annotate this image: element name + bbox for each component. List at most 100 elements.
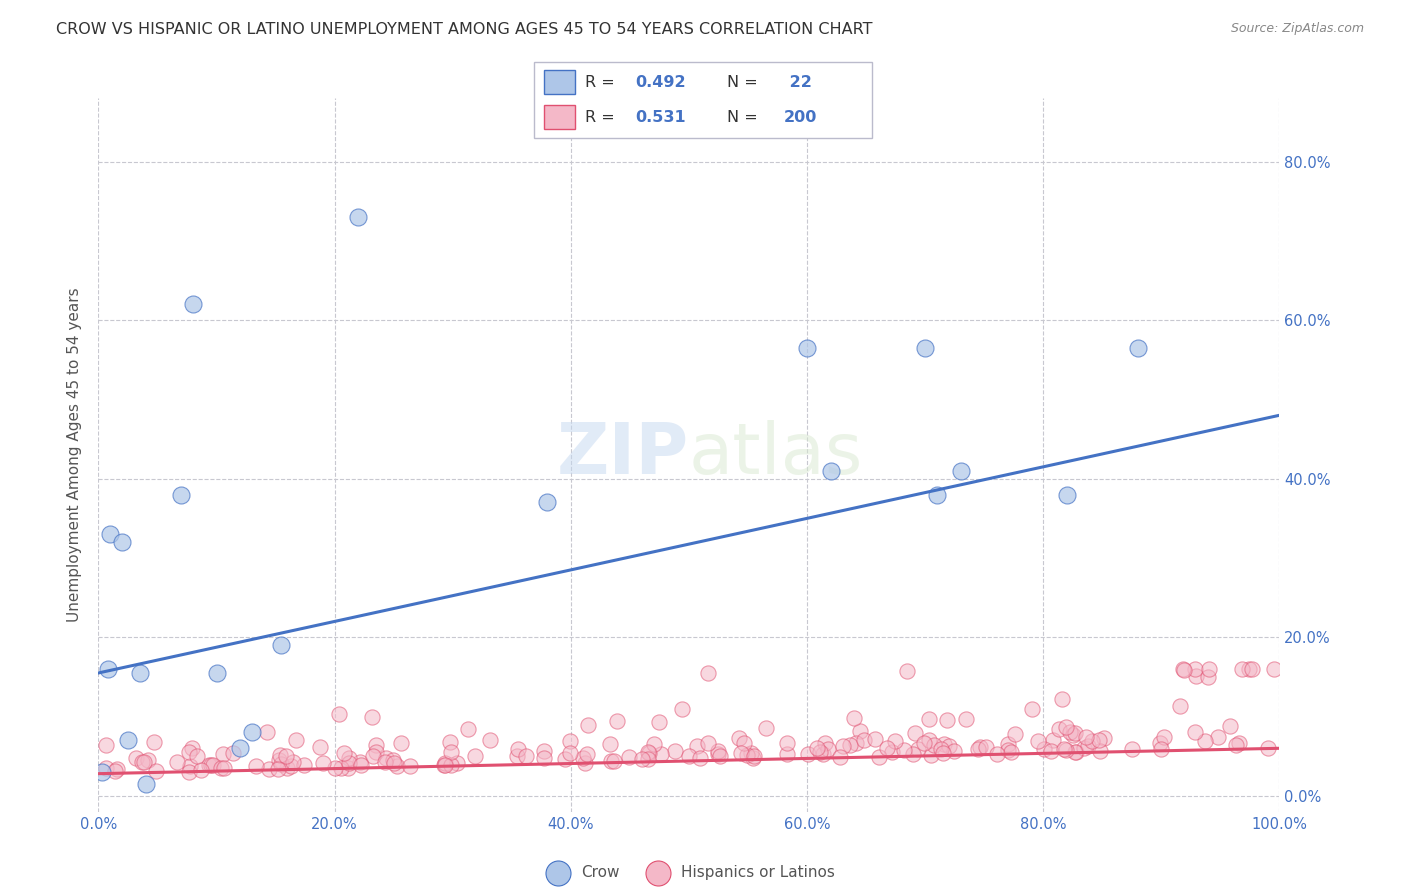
Point: [1194, 734, 1216, 748]
Point: [1004, 727, 1026, 741]
Text: 0.492: 0.492: [636, 75, 686, 90]
Point: [1230, 662, 1253, 676]
Point: [742, 751, 765, 765]
Point: [1197, 670, 1219, 684]
Text: 200: 200: [785, 111, 817, 125]
Point: [222, 747, 245, 761]
Point: [893, 743, 915, 757]
Point: [876, 740, 898, 755]
Point: [1073, 741, 1095, 756]
Point: [98, 527, 121, 541]
Point: [574, 756, 596, 770]
Point: [936, 713, 959, 727]
Point: [186, 749, 208, 764]
Point: [817, 742, 839, 756]
Point: [922, 738, 945, 752]
Point: [603, 755, 626, 769]
Point: [1042, 732, 1064, 747]
Point: [135, 777, 157, 791]
Point: [325, 761, 347, 775]
Point: [179, 759, 201, 773]
Text: Source: ZipAtlas.com: Source: ZipAtlas.com: [1230, 22, 1364, 36]
Point: [914, 341, 936, 355]
Point: [730, 746, 752, 760]
Point: [330, 761, 353, 775]
Point: [1149, 736, 1171, 750]
Point: [554, 752, 576, 766]
Point: [796, 341, 818, 355]
Point: [145, 764, 167, 778]
Point: [903, 726, 925, 740]
Point: [434, 758, 457, 772]
Point: [363, 749, 385, 764]
Point: [664, 744, 686, 758]
Point: [337, 761, 360, 775]
Point: [312, 756, 335, 771]
Point: [755, 721, 778, 735]
Text: ZIP: ZIP: [557, 420, 689, 490]
Point: [1054, 742, 1077, 756]
Point: [671, 702, 693, 716]
Point: [797, 747, 820, 762]
Point: [1052, 691, 1074, 706]
Point: [925, 487, 948, 501]
Point: [918, 732, 941, 747]
Point: [375, 750, 398, 764]
Point: [678, 749, 700, 764]
Text: atlas: atlas: [689, 420, 863, 490]
Point: [201, 757, 224, 772]
Point: [1225, 738, 1247, 752]
Point: [1066, 745, 1088, 759]
Point: [267, 762, 290, 776]
Point: [128, 665, 150, 680]
Point: [1047, 722, 1070, 736]
Point: [399, 758, 422, 772]
Text: 22: 22: [785, 75, 811, 90]
Point: [181, 297, 204, 311]
Point: [1198, 662, 1220, 676]
Point: [1227, 735, 1250, 749]
Point: [814, 736, 837, 750]
Point: [198, 757, 221, 772]
Point: [1257, 741, 1279, 756]
Point: [166, 755, 188, 769]
Point: [269, 753, 291, 767]
Point: [382, 756, 405, 771]
Point: [637, 746, 659, 760]
Point: [1263, 662, 1285, 676]
Point: [637, 752, 659, 766]
Point: [333, 746, 356, 760]
Point: [896, 664, 918, 678]
Point: [1062, 728, 1084, 742]
Point: [997, 737, 1019, 751]
Point: [1088, 733, 1111, 747]
FancyBboxPatch shape: [534, 62, 872, 138]
Point: [938, 739, 960, 754]
Point: [1063, 745, 1085, 759]
Point: [997, 742, 1019, 756]
Point: [849, 723, 872, 738]
Point: [1040, 744, 1063, 758]
Point: [506, 741, 529, 756]
Point: [606, 714, 628, 728]
Point: [1206, 730, 1229, 744]
Point: [560, 734, 582, 748]
Point: [433, 756, 456, 771]
Point: [839, 738, 862, 752]
Point: [1150, 741, 1173, 756]
Point: [256, 725, 278, 739]
Point: [179, 746, 201, 760]
Point: [229, 741, 252, 756]
Point: [1021, 702, 1043, 716]
Point: [901, 747, 924, 761]
Point: [742, 748, 765, 763]
Point: [727, 731, 749, 745]
Point: [733, 735, 755, 749]
Text: CROW VS HISPANIC OR LATINO UNEMPLOYMENT AMONG AGES 45 TO 54 YEARS CORRELATION CH: CROW VS HISPANIC OR LATINO UNEMPLOYMENT …: [56, 22, 873, 37]
Point: [986, 747, 1008, 762]
Point: [707, 744, 730, 758]
Point: [257, 762, 280, 776]
Point: [1184, 662, 1206, 676]
Point: [932, 747, 955, 761]
Point: [599, 737, 621, 751]
